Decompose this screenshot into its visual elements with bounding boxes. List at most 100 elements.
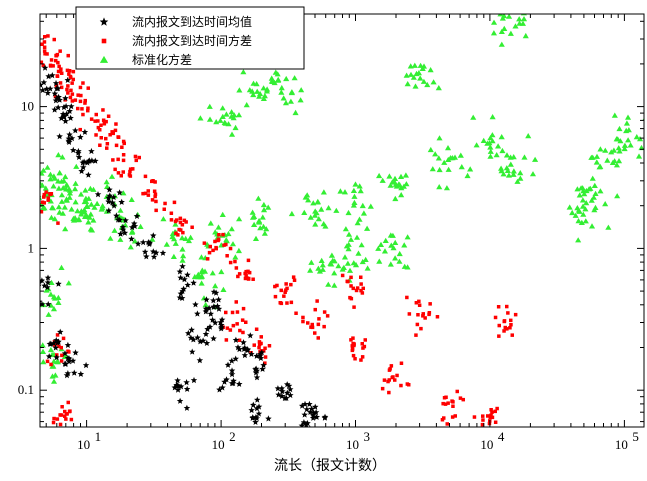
normalized-variance-point [85, 219, 92, 225]
variance-point [173, 219, 178, 224]
normalized-variance-point [307, 267, 314, 273]
normalized-variance-point [318, 206, 325, 212]
variance-point [407, 312, 412, 316]
normalized-variance-point [517, 170, 524, 176]
normalized-variance-point [331, 270, 338, 276]
normalized-variance-point [608, 149, 615, 155]
variance-point [66, 91, 70, 95]
variance-point [70, 99, 75, 103]
mean-point [44, 274, 52, 281]
variance-point [481, 418, 485, 422]
mean-point [116, 189, 123, 196]
variance-point [284, 288, 288, 292]
mean-point [40, 81, 44, 88]
mean-point [55, 280, 62, 287]
normalized-variance-point [329, 257, 336, 263]
normalized-variance-point [335, 263, 342, 269]
normalized-variance-point [62, 173, 69, 180]
mean-point [64, 341, 72, 348]
normalized-variance-point [60, 185, 67, 191]
normalized-variance-point [522, 32, 529, 39]
normalized-variance-point [55, 299, 62, 305]
variance-point [263, 355, 268, 359]
variance-point [352, 305, 356, 309]
variance-point [105, 146, 109, 150]
normalized-variance-point [90, 217, 97, 223]
variance-point [450, 399, 454, 403]
variance-point [121, 139, 126, 144]
normalized-variance-point [172, 240, 179, 246]
variance-point [244, 273, 248, 278]
normalized-variance-point [591, 182, 598, 188]
variance-point [349, 338, 353, 342]
normalized-variance-point [56, 170, 63, 176]
svg-text:4: 4 [498, 429, 505, 444]
variance-point [98, 128, 102, 132]
variance-point [49, 192, 54, 196]
legend-variance-point [101, 38, 107, 44]
normalized-variance-point [225, 121, 232, 127]
variance-point [152, 189, 157, 193]
normalized-variance-point [260, 223, 267, 229]
normalized-variance-point [419, 65, 426, 71]
variance-point [294, 311, 298, 315]
mean-point [228, 357, 235, 364]
normalized-variance-point [579, 185, 586, 191]
normalized-variance-point [261, 206, 268, 213]
variance-point [104, 119, 108, 124]
variance-point [442, 396, 447, 400]
normalized-variance-point [47, 291, 54, 297]
variance-point [69, 417, 74, 422]
mean-point [194, 334, 201, 341]
normalized-variance-point [232, 254, 239, 260]
variance-point [66, 349, 70, 353]
normalized-variance-point [417, 75, 424, 81]
normalized-variance-point [481, 4, 487, 9]
normalized-variance-point [616, 125, 623, 132]
mean-point [75, 153, 83, 160]
variance-point [70, 81, 74, 85]
mean-point [150, 248, 157, 255]
variance-point [127, 173, 132, 177]
variance-point [360, 291, 365, 295]
normalized-variance-point [614, 193, 621, 199]
variance-point [244, 320, 248, 324]
variance-point [44, 190, 48, 194]
mean-point [309, 412, 317, 419]
variance-point [43, 52, 47, 56]
variance-point [143, 174, 148, 179]
variance-point [483, 428, 487, 432]
normalized-variance-point [310, 200, 317, 206]
normalized-variance-point [420, 78, 427, 84]
variance-point [105, 142, 110, 146]
legend-normalized-variance-point [99, 55, 109, 63]
normalized-variance-point [395, 181, 402, 187]
normalized-variance-point [498, 28, 505, 34]
variance-point [510, 333, 514, 337]
mean-point [62, 117, 69, 124]
series-normalized-variance-point [40, 4, 644, 384]
normalized-variance-point [486, 140, 493, 146]
mean-point [75, 147, 82, 155]
variance-point [284, 282, 288, 286]
variance-point [184, 220, 188, 224]
normalized-variance-point [351, 193, 358, 199]
normalized-variance-point [602, 147, 609, 153]
normalized-variance-point [84, 202, 91, 209]
mean-point [259, 365, 266, 372]
mean-point [45, 300, 52, 308]
normalized-variance-point [392, 255, 399, 261]
normalized-variance-point [507, 154, 514, 160]
x-axis: 10 1 10 2 10 3 10 4 10 5 [77, 429, 639, 452]
variance-point [99, 123, 103, 127]
mean-point [86, 157, 93, 164]
variance-point [41, 63, 45, 68]
series-variance-point [40, 34, 518, 432]
normalized-variance-point [40, 196, 43, 200]
normalized-variance-point [467, 166, 474, 172]
mean-point [64, 354, 72, 361]
variance-point [120, 145, 124, 149]
variance-point [389, 364, 394, 368]
variance-point [56, 69, 61, 74]
normalized-variance-point [636, 153, 643, 159]
